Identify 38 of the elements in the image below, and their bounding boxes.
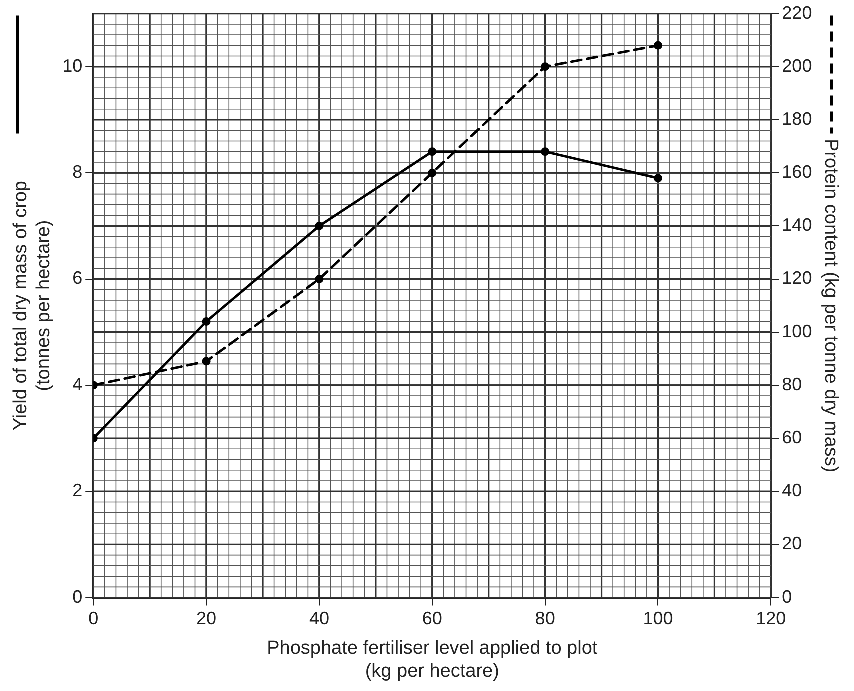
y2-tick-label: 160: [782, 162, 812, 182]
point: [654, 174, 662, 183]
y2-tick-label: 140: [782, 215, 812, 236]
x-tick-label: 120: [756, 608, 786, 629]
point: [202, 317, 211, 326]
y2-tick-label: 60: [782, 427, 802, 448]
y2-tick-label: 180: [782, 108, 812, 129]
x-tick-label: 20: [196, 608, 217, 629]
point: [541, 148, 550, 156]
y-tick-label: 2: [72, 480, 83, 501]
point: [428, 148, 437, 156]
x-tick-label: 80: [535, 608, 556, 629]
y2-axis-title: Protein content (kg per tonne dry mass): [820, 138, 842, 473]
y-tick-label: 0: [72, 586, 83, 607]
y-tick-label: 8: [72, 162, 83, 182]
y2-tick-label: 0: [782, 586, 792, 607]
y-tick-label: 4: [72, 374, 83, 394]
y-tick-label: 6: [72, 268, 83, 288]
y2-tick-label: 20: [782, 534, 802, 554]
point: [315, 222, 324, 230]
y2-tick-label: 80: [782, 374, 802, 394]
x-axis-title: Phosphate fertiliser level applied to plot (kg per hectare): [267, 638, 598, 682]
y2-tick-label: 100: [782, 321, 812, 342]
point: [315, 275, 324, 284]
x-tick-label: 40: [309, 608, 330, 629]
y2-tick-label: 200: [782, 56, 812, 76]
point: [654, 41, 662, 50]
y-tick-label: 10: [62, 56, 83, 76]
point: [541, 62, 550, 72]
point: [202, 357, 211, 366]
x-tick-label: 100: [643, 608, 674, 629]
x-tick-label: 60: [422, 608, 442, 629]
y2-tick-label: 120: [782, 268, 812, 288]
point: [428, 168, 437, 178]
y-axis-title: Yield of total dry mass of crop (tonnes per hectare): [10, 181, 54, 431]
y2-tick-label: 40: [782, 480, 802, 501]
x-tick-label: 0: [88, 608, 99, 629]
y2-tick-label: 220: [782, 2, 812, 23]
